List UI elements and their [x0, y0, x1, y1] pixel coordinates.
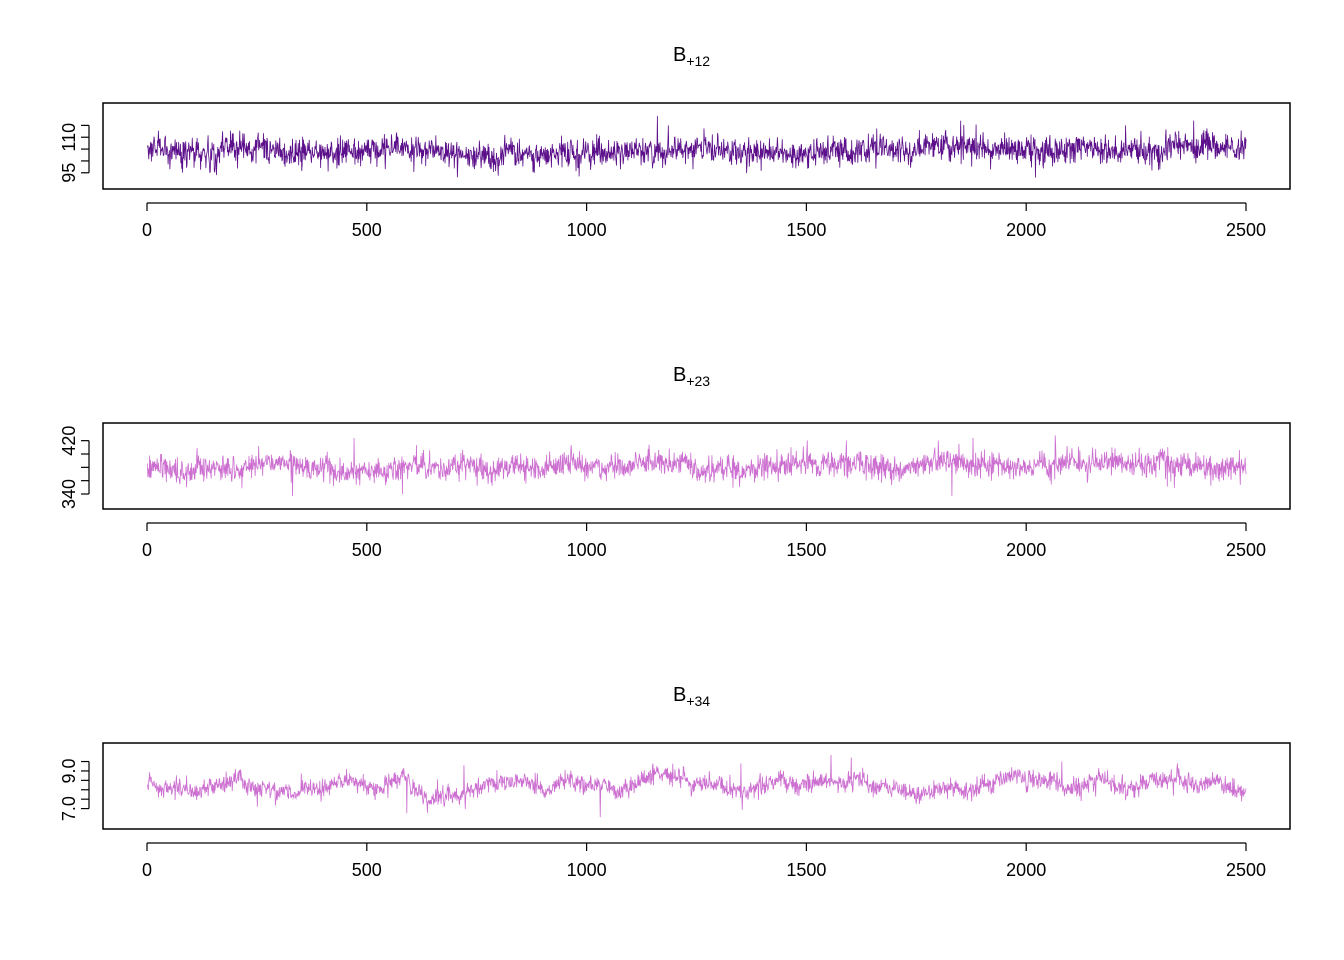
x-tick-label: 500 [352, 220, 382, 240]
x-tick-label: 2000 [1006, 540, 1046, 560]
x-tick-label: 1000 [567, 860, 607, 880]
plot-frame-b23 [102, 422, 1291, 510]
x-tick-label: 0 [142, 540, 152, 560]
x-tick-label: 1500 [786, 220, 826, 240]
series-line-b34 [147, 754, 1247, 818]
x-tick-label: 1000 [567, 540, 607, 560]
y-tick-label: 110 [59, 123, 79, 152]
x-tick-label: 500 [352, 860, 382, 880]
x-tick-label: 0 [142, 860, 152, 880]
x-tick-label: 0 [142, 220, 152, 240]
panel-title-b12: B+12 [673, 44, 710, 69]
panel-title-b34: B+34 [673, 684, 710, 709]
series-path-b12 [147, 115, 1247, 178]
x-axis-b23: 0 500 1000 1500 2000 2500 [142, 522, 1266, 560]
trace-panel-b23: B+23 0 500 1000 1500 2000 2500 340 420 [59, 364, 1291, 560]
x-tick-label: 1500 [786, 860, 826, 880]
plot-frame-b12 [102, 102, 1291, 190]
y-tick-label: 340 [59, 479, 79, 509]
series-line-b23 [147, 435, 1247, 497]
panel-title-b23: B+23 [673, 364, 710, 389]
y-axis-b12: 95 110 [59, 123, 90, 183]
y-tick-label: 7.0 [59, 796, 79, 821]
y-axis-b34: 7.0 9.0 [59, 758, 90, 821]
x-tick-label: 2500 [1226, 220, 1266, 240]
plot-frame-b34 [102, 742, 1291, 830]
y-tick-label: 95 [59, 163, 79, 183]
x-tick-label: 2000 [1006, 860, 1046, 880]
x-tick-label: 500 [352, 540, 382, 560]
x-tick-label: 2500 [1226, 540, 1266, 560]
series-path-b34 [147, 754, 1247, 818]
series-path-b23 [147, 435, 1247, 497]
trace-panel-b12: B+12 0 500 1000 1500 2000 2500 95 110 [59, 44, 1291, 240]
x-tick-label: 2000 [1006, 220, 1046, 240]
x-tick-label: 1500 [786, 540, 826, 560]
y-axis-b23: 340 420 [59, 426, 90, 509]
y-tick-label: 9.0 [59, 758, 79, 783]
y-tick-label: 420 [59, 426, 79, 456]
x-tick-label: 2500 [1226, 860, 1266, 880]
series-line-b12 [147, 115, 1247, 178]
x-axis-b12: 0 500 1000 1500 2000 2500 [142, 202, 1266, 240]
x-axis-b34: 0 500 1000 1500 2000 2500 [142, 842, 1266, 880]
trace-panel-b34: B+34 0 500 1000 1500 2000 2500 7.0 9.0 [59, 684, 1291, 880]
x-tick-label: 1000 [567, 220, 607, 240]
